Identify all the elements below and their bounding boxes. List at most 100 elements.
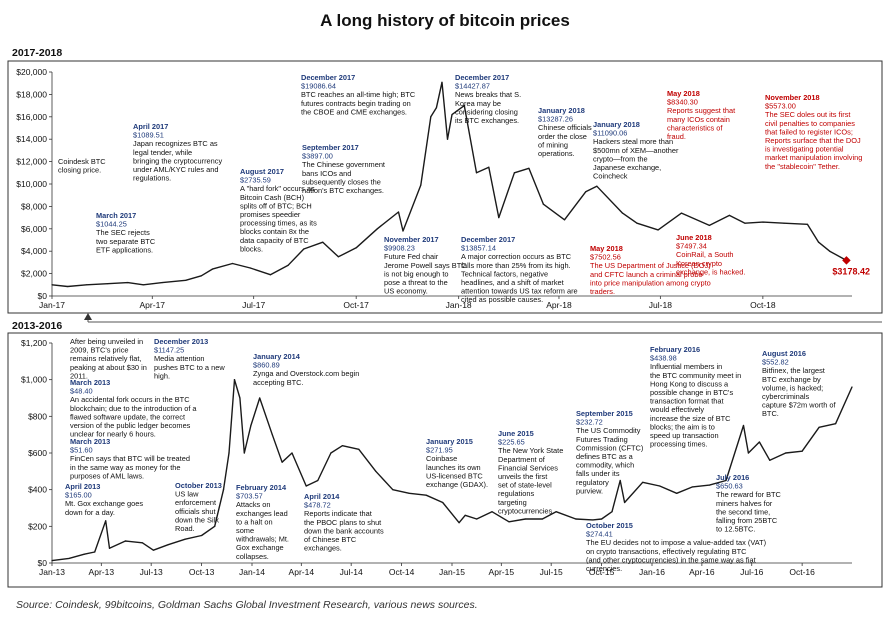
- annotation-text: Korean crypto: [676, 259, 722, 268]
- annotation-price: $271.95: [426, 446, 453, 455]
- annotation-text: possible change in BTC's: [650, 388, 733, 397]
- annotation-text: A "hard fork" occurs as: [240, 184, 315, 193]
- y-tick-label: $16,000: [16, 112, 47, 122]
- annotation-text: accepting BTC.: [253, 378, 304, 387]
- annotation-text: two separate BTC: [96, 237, 156, 246]
- price-point: [305, 485, 307, 487]
- annotation-text: the second time,: [716, 507, 770, 516]
- price-point: [728, 214, 731, 216]
- annotation-text: headlines, and a shift of market: [461, 278, 564, 287]
- price-point: [51, 284, 53, 286]
- annotation-text: flawed software update, the correct: [70, 412, 185, 421]
- annotation-text: regulations.: [133, 174, 171, 183]
- price-point: [105, 520, 107, 522]
- price-line: [51, 81, 847, 288]
- annotation-date: November 2018: [765, 93, 820, 102]
- source-note: Source: Coindesk, 99bitcoins, Goldman Sa…: [16, 599, 478, 611]
- price-point: [291, 452, 293, 454]
- price-point: [563, 219, 566, 221]
- annotation-text: Mt. Gox exchange goes: [65, 499, 143, 508]
- price-point: [513, 172, 515, 174]
- annotation-price: $7502.56: [590, 253, 621, 262]
- annotation-price: $3897.00: [302, 152, 333, 161]
- annotation-text: under AML/KYC rules and: [133, 165, 218, 174]
- price-point: [152, 549, 154, 551]
- annotation-price: $1147.25: [154, 346, 184, 355]
- price-point: [817, 241, 820, 243]
- annotation-price: $703.57: [236, 492, 263, 501]
- annotation-date: April 2014: [304, 492, 340, 501]
- annotation-text: US-licensed BTC: [426, 471, 483, 480]
- annotation-text: Commission (CFTC): [576, 443, 643, 452]
- annotation-date: March 2013: [70, 378, 110, 387]
- panel-frame-top: [7, 60, 883, 314]
- annotation-text: is not big enough to: [384, 269, 449, 278]
- price-point: [376, 228, 378, 230]
- price-point: [161, 281, 163, 284]
- price-point: [742, 424, 745, 427]
- price-point: [184, 538, 186, 540]
- annotation-date: February 2014: [236, 483, 287, 492]
- annotation-text: capture $72m worth of: [762, 401, 836, 410]
- annotation-price: $225.65: [498, 438, 525, 447]
- annotation-price: $9908.23: [384, 244, 415, 253]
- y-tick-label: $0: [38, 291, 48, 301]
- price-point: [508, 521, 510, 523]
- price-point: [83, 553, 85, 555]
- price-point: [624, 501, 626, 504]
- annotation-text: Road.: [175, 524, 195, 533]
- annotation-price: $48.40: [70, 387, 93, 396]
- x-tick-label: Jan-13: [39, 567, 65, 577]
- annotation-price: $8340.30: [667, 98, 698, 107]
- annotation-text: Reports surface that the DOJ: [765, 136, 861, 145]
- annotation-text: the BTC community meet in: [650, 371, 741, 380]
- price-point: [851, 386, 853, 388]
- x-tick-label: Oct-14: [389, 567, 415, 577]
- annotation-date: January 2018: [593, 120, 640, 129]
- annotation-text: (and other cryptocurrencies) in the same…: [586, 555, 756, 564]
- price-point: [657, 229, 659, 231]
- annotation-date: February 2016: [650, 345, 700, 354]
- annotation-text: down for a day.: [65, 508, 115, 517]
- annotation-text: Coindesk BTC: [58, 157, 106, 166]
- annotation-price: $51.60: [70, 446, 93, 455]
- price-point: [659, 485, 661, 487]
- annotation-text: Financial Services: [498, 463, 558, 472]
- annotation-text: The SEC doles out its first: [765, 110, 850, 119]
- annotation-text: Technical factors, negative: [461, 269, 548, 278]
- price-point: [94, 551, 96, 553]
- annotation-text: Department of: [498, 455, 546, 464]
- annotation-price: $274.41: [586, 530, 613, 539]
- annotation-text: The SEC rejects: [96, 228, 150, 237]
- price-point: [358, 448, 360, 450]
- annotation-text: 2009, BTC's price: [70, 346, 129, 355]
- annotation-text: the PBOC plans to shut: [304, 518, 381, 527]
- x-tick-label: Apr-14: [289, 567, 315, 577]
- annotation-text: US economy.: [384, 287, 428, 296]
- y-tick-label: $4,000: [21, 246, 47, 256]
- annotation-text: US law: [175, 490, 199, 499]
- annotation-date: December 2013: [154, 337, 208, 346]
- x-tick-label: Jul-18: [649, 300, 672, 310]
- price-point: [269, 274, 271, 276]
- annotation-date: October 2015: [586, 521, 633, 530]
- price-point: [250, 424, 252, 427]
- annotation-text: Hong Kong to discuss a: [650, 379, 729, 388]
- annotation-text: enforcement: [175, 498, 216, 507]
- price-point: [322, 241, 324, 243]
- annotation-text: that failed to register ICOs;: [765, 127, 853, 136]
- annotation-text: purposes of AML laws.: [70, 471, 144, 480]
- annotation-price: $14427.87: [455, 82, 490, 91]
- annotation-text: officials shut: [175, 507, 216, 516]
- annotation-text: cited as possible causes.: [461, 295, 543, 304]
- price-point: [619, 479, 621, 482]
- price-point: [680, 212, 683, 214]
- annotation-price: $650.63: [716, 482, 743, 491]
- price-point: [621, 212, 624, 214]
- annotation-text: Bitfinex, the largest: [762, 366, 825, 375]
